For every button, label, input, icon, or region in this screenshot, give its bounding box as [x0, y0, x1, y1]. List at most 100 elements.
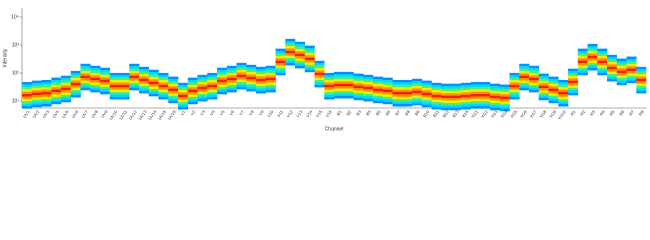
density-cell — [226, 77, 237, 81]
density-cell — [119, 89, 130, 93]
density-cell — [139, 71, 150, 75]
density-cell — [51, 94, 62, 98]
density-cell — [158, 77, 169, 81]
density-cell — [207, 96, 218, 100]
density-cell — [129, 70, 140, 74]
density-cell — [139, 74, 150, 77]
density-cell — [470, 96, 481, 100]
density-cell — [529, 84, 540, 88]
density-cell — [217, 82, 228, 85]
x-tick-label: V8 — [248, 109, 255, 117]
density-cell — [558, 82, 569, 85]
density-cell — [451, 102, 462, 106]
density-cell — [158, 94, 169, 98]
density-cell — [168, 76, 179, 80]
density-cell — [256, 81, 267, 84]
density-cell — [568, 83, 579, 86]
y-tick-label: 10³ — [12, 42, 20, 48]
density-cell — [412, 100, 423, 103]
x-tick-label: UV11 — [118, 109, 128, 121]
density-cell — [70, 85, 81, 88]
density-cell — [577, 65, 588, 69]
density-cell — [265, 72, 276, 76]
density-cell — [31, 99, 42, 103]
density-cell — [509, 72, 520, 76]
x-tick-label: V16 — [324, 109, 333, 119]
density-cell — [129, 66, 140, 69]
density-cell — [509, 87, 520, 90]
density-cell — [470, 82, 481, 85]
density-cell — [304, 57, 315, 61]
density-cell — [636, 78, 647, 82]
density-cell — [470, 106, 481, 109]
density-cell — [334, 86, 345, 89]
density-cell — [421, 90, 432, 93]
density-cell — [119, 80, 130, 83]
density-cell — [431, 87, 442, 91]
density-cell — [382, 94, 393, 98]
density-cell — [431, 102, 442, 105]
background — [0, 0, 650, 134]
density-cell — [626, 70, 637, 74]
density-cell — [178, 87, 189, 91]
density-cell — [256, 71, 267, 75]
density-cell — [148, 84, 159, 87]
density-cell — [226, 87, 237, 90]
x-tick-label: V15 — [315, 109, 324, 119]
x-tick-label: R2 — [579, 109, 587, 117]
density-cell — [41, 89, 52, 93]
density-cell — [529, 87, 540, 90]
density-cell — [577, 72, 588, 76]
density-cell — [256, 74, 267, 77]
density-cell — [168, 81, 179, 85]
density-cell — [577, 60, 588, 64]
density-cell — [148, 72, 159, 75]
density-cell — [70, 75, 81, 79]
x-tick-label: UV5 — [61, 109, 70, 119]
density-cell — [109, 92, 120, 95]
density-cell — [460, 102, 471, 105]
x-tick-label: UV1 — [22, 109, 31, 119]
density-cell — [451, 83, 462, 87]
density-cell — [558, 103, 569, 107]
density-cell — [421, 92, 432, 96]
density-cell — [22, 84, 33, 88]
density-cell — [568, 87, 579, 91]
density-cell — [363, 82, 374, 85]
density-cell — [421, 87, 432, 91]
density-cell — [568, 78, 579, 81]
density-cell — [109, 94, 120, 98]
density-cell — [597, 48, 608, 52]
x-tick-label: R8 — [638, 109, 646, 117]
density-cell — [607, 76, 618, 80]
density-cell — [587, 48, 598, 52]
density-cell — [236, 74, 247, 78]
density-cell — [256, 88, 267, 92]
density-cell — [626, 80, 637, 84]
density-cell — [519, 80, 530, 84]
density-cell — [158, 87, 169, 90]
density-cell — [246, 84, 257, 87]
density-cell — [577, 58, 588, 61]
density-cell — [236, 72, 247, 75]
density-cell — [548, 88, 559, 92]
density-cell — [51, 82, 62, 86]
density-cell — [324, 75, 335, 78]
density-cell — [129, 75, 140, 79]
x-tick-label: B12 — [441, 109, 450, 119]
density-cell — [470, 94, 481, 97]
density-cell — [499, 84, 510, 88]
density-cell — [285, 38, 296, 42]
x-tick-label: V5 — [219, 109, 226, 117]
density-cell — [460, 94, 471, 98]
density-cell — [217, 89, 228, 92]
density-cell — [31, 83, 42, 86]
density-cell — [275, 72, 286, 76]
density-cell — [324, 87, 335, 90]
density-cell — [431, 85, 442, 88]
density-cell — [90, 65, 101, 69]
density-cell — [51, 80, 62, 83]
density-cell — [61, 85, 72, 88]
density-cell — [607, 71, 618, 75]
density-cell — [256, 66, 267, 70]
